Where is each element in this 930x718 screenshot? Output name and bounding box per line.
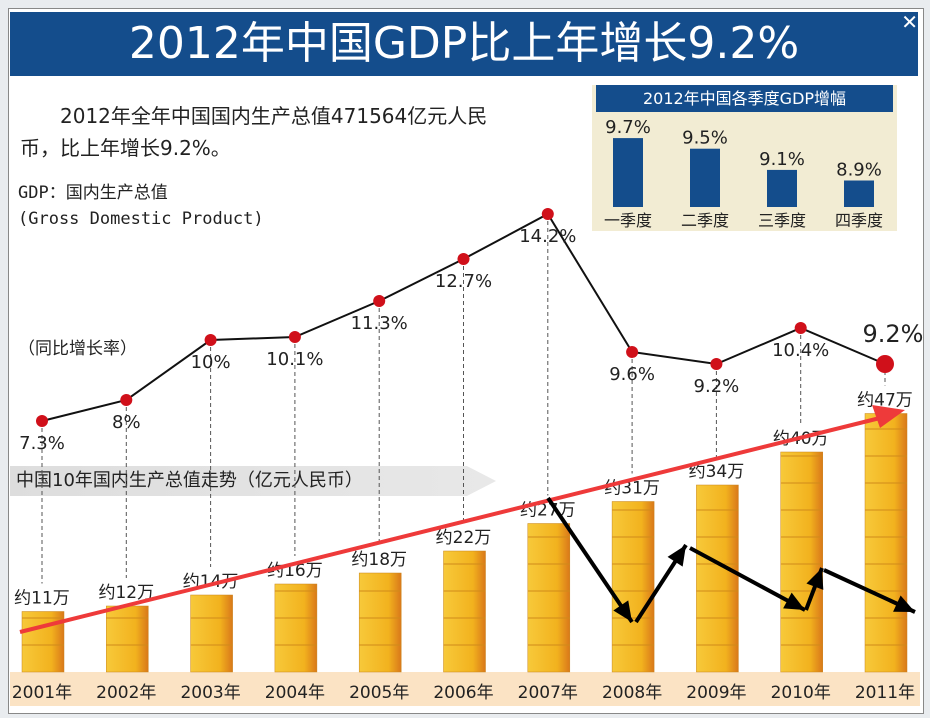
x-tick-label: 2006年 [433, 683, 493, 703]
bar-value-label: 约18万 [351, 550, 407, 570]
gdp-bar [864, 413, 908, 673]
zigzag-arrow [689, 546, 806, 612]
gdp-bar [106, 605, 149, 673]
zigzag-arrow-head [783, 592, 805, 610]
bar-value-label: 约47万 [857, 391, 913, 411]
bar-value-label: 约22万 [436, 528, 492, 548]
quarter-label: 三季度 [758, 211, 806, 230]
inset-title: 2012年中国各季度GDP增幅 [596, 85, 893, 112]
gdp-bar [358, 572, 402, 673]
growth-rate-label: （同比增长率） [18, 339, 137, 359]
x-axis-band [10, 672, 920, 706]
quarter-value-label: 9.7% [605, 117, 651, 138]
gdp-bar [611, 501, 655, 673]
growth-label: 11.3% [351, 313, 408, 334]
intro-text: 2012年全年中国国内生产总值471564亿元人民币，比上年增长9.2%。 [20, 104, 488, 160]
bar-value-label: 约11万 [14, 589, 70, 609]
growth-point [457, 253, 470, 265]
definition-line-2: (Gross Domestic Product) [18, 209, 264, 229]
gdp-definition: GDP：国内生产总值 (Gross Domestic Product) [18, 180, 264, 232]
growth-point [120, 394, 133, 406]
growth-point [626, 346, 639, 358]
quarter-label: 二季度 [681, 211, 729, 230]
growth-point [204, 334, 217, 346]
x-tick-label: 2009年 [686, 683, 746, 703]
trend-arrow-head [872, 405, 905, 428]
close-icon[interactable]: ✕ [901, 10, 918, 34]
quarterly-chart: 9.7% 一季度 9.5% 二季度 9.1% 三季度 8.9% 四季度 [604, 117, 883, 230]
growth-label: 9.6% [609, 364, 655, 385]
growth-label: 10.1% [266, 349, 323, 370]
growth-point [876, 355, 894, 373]
x-tick-label: 2008年 [602, 683, 662, 703]
growth-label: 12.7% [435, 271, 492, 292]
growth-label: 10% [191, 352, 231, 373]
x-tick-label: 2003年 [180, 683, 240, 703]
x-tick-label: 2011年 [855, 683, 915, 703]
quarter-bar [767, 169, 797, 207]
quarter-bar [844, 180, 874, 207]
quarter-bar [613, 138, 643, 207]
growth-point [710, 358, 723, 370]
growth-label: 8% [112, 412, 141, 433]
definition-line-1: GDP：国内生产总值 [18, 183, 168, 203]
growth-point [541, 208, 554, 220]
zigzag-arrow-head [667, 545, 686, 567]
quarterly-inset: 2012年中国各季度GDP增幅 9.7% 一季度 9.5% 二季度 9.1% 三季度 8.9… [592, 85, 897, 231]
x-tick-label: 2002年 [96, 683, 156, 703]
zigzag-arrow [546, 496, 634, 624]
growth-label: 10.4% [772, 340, 829, 361]
gdp-bar [780, 451, 823, 673]
quarter-label: 一季度 [604, 211, 652, 230]
x-tick-label: 2010年 [771, 683, 831, 703]
gdp-bar [190, 594, 233, 673]
growth-label: 9.2% [694, 376, 740, 397]
quarter-label: 四季度 [835, 211, 883, 230]
gdp-bar [527, 523, 571, 673]
growth-point [794, 322, 807, 334]
zigzag-arrow-head [806, 568, 824, 590]
gdp-bar [443, 550, 486, 673]
growth-label: 9.2% [863, 320, 924, 348]
x-tick-label: 2004年 [265, 683, 325, 703]
growth-point [36, 415, 48, 427]
x-tick-label: 2005年 [349, 683, 409, 703]
gdp-bar [696, 484, 739, 673]
growth-label: 14.2% [519, 226, 576, 247]
quarter-bar [690, 148, 720, 207]
trend-banner: 中国10年国内生产总值走势（亿元人民币） [10, 466, 496, 496]
quarter-value-label: 9.1% [759, 149, 805, 170]
bar-value-label: 约34万 [689, 462, 745, 482]
zigzag-arrow-head [893, 595, 915, 612]
page-title: 2012年中国GDP比上年增长9.2% [10, 12, 918, 76]
quarter-value-label: 8.9% [836, 160, 882, 181]
gdp-bar [274, 583, 318, 673]
growth-point [288, 331, 301, 343]
growth-point [373, 295, 386, 307]
trend-arrow-line [19, 416, 881, 634]
zigzag-arrow-head [613, 600, 632, 622]
bar-value-label: 约12万 [98, 583, 154, 603]
quarter-value-label: 9.5% [682, 128, 728, 149]
growth-label: 7.3% [19, 433, 65, 454]
x-tick-label: 2001年 [12, 683, 72, 703]
x-tick-label: 2007年 [518, 683, 578, 703]
